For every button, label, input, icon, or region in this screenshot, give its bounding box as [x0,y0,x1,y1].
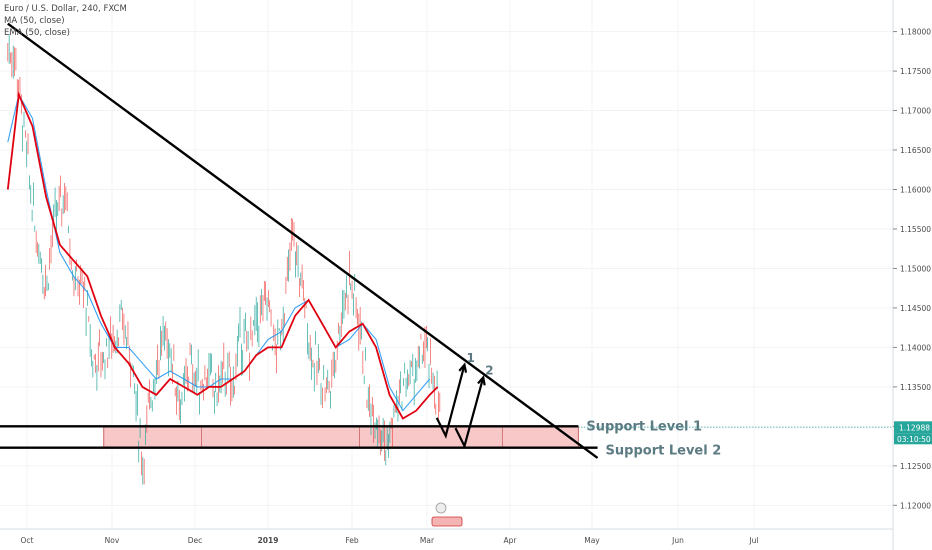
event-calendar-icon [431,516,463,527]
support-label-2: Support Level 2 [606,444,722,459]
support-zone [103,425,579,449]
last-price-badge [894,421,932,434]
projection-arrow-2 [454,377,485,450]
x-tick-label: Dec [188,536,203,545]
price-series [7,33,441,485]
support-zone-rect [103,425,579,449]
y-tick-label: 1.16000 [900,185,931,194]
y-tick-label: 1.12000 [900,501,931,510]
projection-label-1: 1 [466,351,474,365]
x-tick-label: Jun [671,536,684,545]
ma-series [6,91,439,420]
chart-legend: Euro / U.S. Dollar, 240, FXCM MA (50, cl… [4,3,127,39]
x-tick-label: Oct [21,536,34,545]
support-label-1: Support Level 1 [586,419,702,434]
y-tick-label: 1.13500 [900,383,931,392]
y-tick-label: 1.14500 [900,304,931,313]
y-tick-label: 1.15000 [900,264,931,273]
legend-symbol: Euro / U.S. Dollar, 240, FXCM [4,4,127,14]
y-tick-label: 1.15500 [900,225,931,234]
y-tick-label: 1.12500 [900,462,931,471]
countdown-badge [894,433,932,445]
x-tick-label: Jul [748,536,758,545]
x-tick-label: Feb [345,536,359,545]
y-tick-label: 1.14000 [900,343,931,352]
y-tick-label: 1.18000 [900,28,931,37]
x-tick-label: Apr [504,536,518,545]
last-price-label: 1.12988 [899,423,930,432]
y-tick-label: 1.17000 [900,107,931,116]
x-tick-label: Nov [105,536,120,545]
x-tick-label: 2019 [258,536,279,545]
grid [0,0,893,529]
ema-line [6,91,439,420]
drawings: Support Level 1 Support Level 2 12 [0,22,893,459]
event-flag-icon [435,502,447,514]
x-tick-label: May [584,536,600,545]
projection-arrowhead-2 [477,374,486,386]
x-tick-label: Mar [420,536,435,545]
legend-ma: MA (50, close) [4,16,65,26]
ma-line [7,93,431,412]
resistance-trendline [7,22,599,459]
countdown-label: 03:10:50 [897,435,931,444]
projection-label-2: 2 [485,363,493,377]
event-icons [431,502,463,527]
projection-arrow-1 [435,364,466,439]
legend-ema: EMA (50, close) [4,28,70,38]
projection-arrowhead-1 [458,362,468,373]
y-tick-label: 1.17500 [900,67,931,76]
y-tick-label: 1.16500 [900,146,931,155]
